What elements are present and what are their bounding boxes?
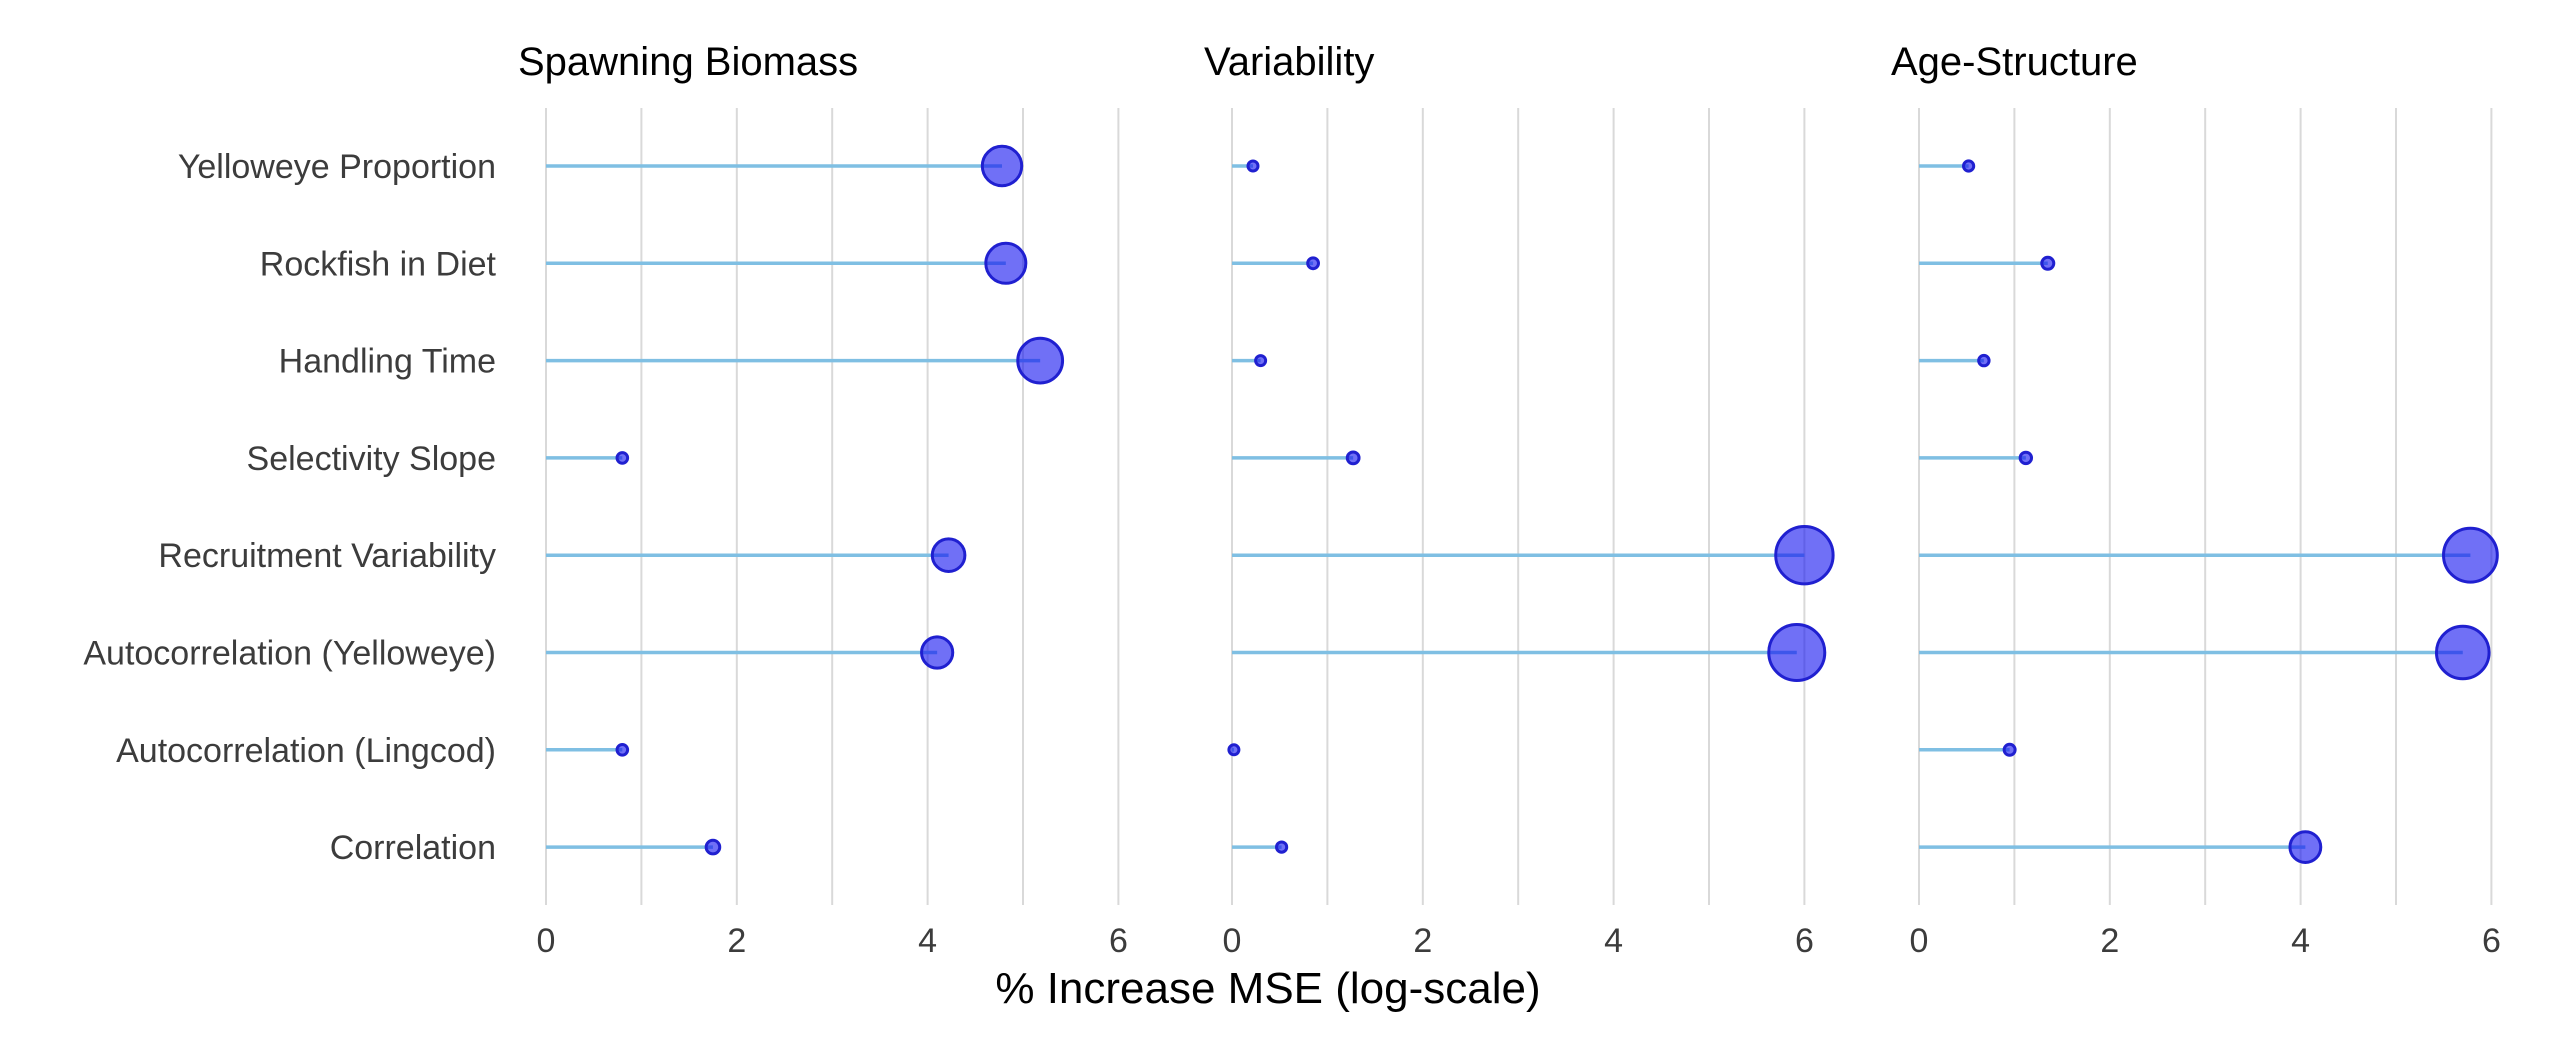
dot-p2-2 — [1977, 353, 1991, 368]
x-tick-label-p2-1: 2 — [2100, 922, 2119, 960]
label-layer: Yelloweye Proportion Rockfish in Diet Hand… — [83, 40, 2501, 960]
dot-p0-3 — [615, 451, 630, 465]
dot-p0-2 — [1016, 336, 1065, 385]
mark-layer — [546, 144, 2499, 864]
x-tick-label-p1-2: 4 — [1604, 922, 1623, 960]
dot-p2-6 — [2002, 742, 2017, 757]
x-tick-label-p2-2: 4 — [2291, 922, 2310, 960]
grid-layer — [545, 108, 2493, 905]
category-label-5: Autocorrelation (Yelloweye) — [83, 635, 496, 673]
dot-p2-5 — [2434, 624, 2491, 681]
dot-p2-1 — [2040, 255, 2056, 271]
dot-p0-5 — [920, 635, 955, 670]
category-label-3: Selectivity Slope — [247, 440, 496, 478]
x-tick-label-p0-1: 2 — [727, 922, 746, 960]
dot-p1-5 — [1767, 623, 1827, 682]
x-axis-title: % Increase MSE (log-scale) — [995, 964, 1540, 1013]
x-tick-label-p1-3: 6 — [1795, 922, 1814, 960]
category-label-7: Correlation — [330, 829, 496, 867]
category-label-2: Handling Time — [279, 343, 496, 381]
x-tick-label-p2-0: 0 — [1910, 922, 1929, 960]
dot-p1-4 — [1774, 525, 1835, 586]
category-label-1: Rockfish in Diet — [260, 245, 497, 283]
dot-p0-6 — [615, 743, 630, 757]
x-tick-label-p0-0: 0 — [537, 922, 556, 960]
dot-p0-7 — [704, 838, 722, 856]
dot-p1-0 — [1246, 159, 1260, 173]
dot-p1-1 — [1306, 256, 1320, 271]
x-tick-label-p1-0: 0 — [1223, 922, 1242, 960]
category-label-0: Yelloweye Proportion — [178, 148, 496, 186]
dot-p2-3 — [2018, 450, 2034, 466]
category-label-6: Autocorrelation (Lingcod) — [116, 732, 496, 770]
panel-title-1: Variability — [1204, 40, 1374, 84]
dot-p2-4 — [2442, 526, 2499, 584]
dot-p0-0 — [980, 144, 1024, 188]
dot-p0-4 — [930, 537, 967, 574]
dot-p0-1 — [984, 241, 1028, 285]
dot-p1-7 — [1275, 840, 1289, 854]
x-tick-label-p2-3: 6 — [2482, 922, 2501, 960]
x-tick-label-p0-3: 6 — [1109, 922, 1128, 960]
dot-p1-3 — [1345, 450, 1361, 466]
dot-p1-6 — [1227, 743, 1241, 757]
panel-title-0: Spawning Biomass — [518, 40, 858, 84]
dot-p2-0 — [1962, 159, 1976, 173]
dot-p2-7 — [2288, 830, 2323, 864]
x-tick-label-p0-2: 4 — [918, 922, 937, 960]
panel-title-2: Age-Structure — [1891, 40, 2138, 84]
x-tick-label-p1-1: 2 — [1413, 922, 1432, 960]
dot-p1-2 — [1254, 354, 1268, 368]
category-label-4: Recruitment Variability — [158, 537, 496, 575]
